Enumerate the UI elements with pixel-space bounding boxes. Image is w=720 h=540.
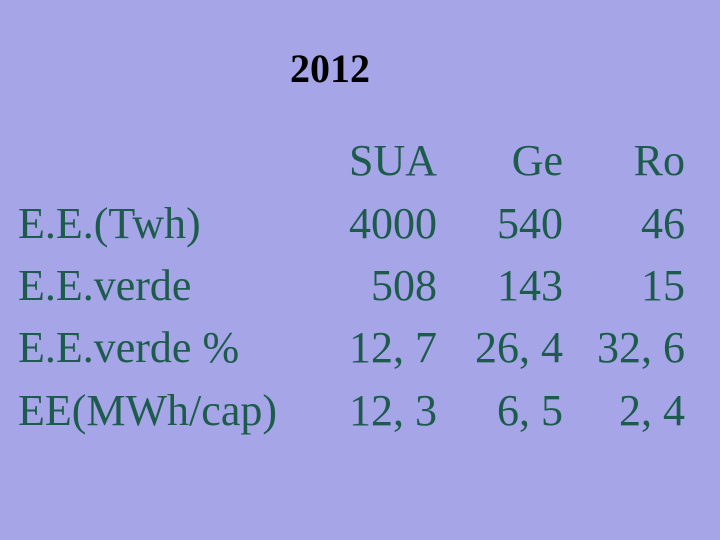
cell-value: 6, 5: [497, 386, 563, 435]
row-label: E.E.verde %: [18, 323, 239, 372]
slide-title: 2012: [290, 46, 370, 91]
cell-value: 508: [371, 261, 437, 310]
column-header: SUA: [349, 136, 437, 185]
cell-value: 46: [641, 199, 685, 248]
cell-value: 540: [497, 199, 563, 248]
cell-value: 32, 6: [597, 323, 685, 372]
row-label: E.E.verde: [18, 261, 191, 310]
cell-value: 15: [641, 261, 685, 310]
cell-value: 12, 3: [349, 386, 437, 435]
column-header: Ro: [634, 136, 685, 185]
row-label: E.E.(Twh): [18, 199, 201, 248]
cell-value: 143: [497, 261, 563, 310]
cell-value: 4000: [349, 199, 437, 248]
cell-value: 26, 4: [475, 323, 563, 372]
row-label: EE(MWh/cap): [18, 386, 277, 435]
column-header: Ge: [512, 136, 563, 185]
cell-value: 2, 4: [619, 386, 685, 435]
cell-value: 12, 7: [349, 323, 437, 372]
